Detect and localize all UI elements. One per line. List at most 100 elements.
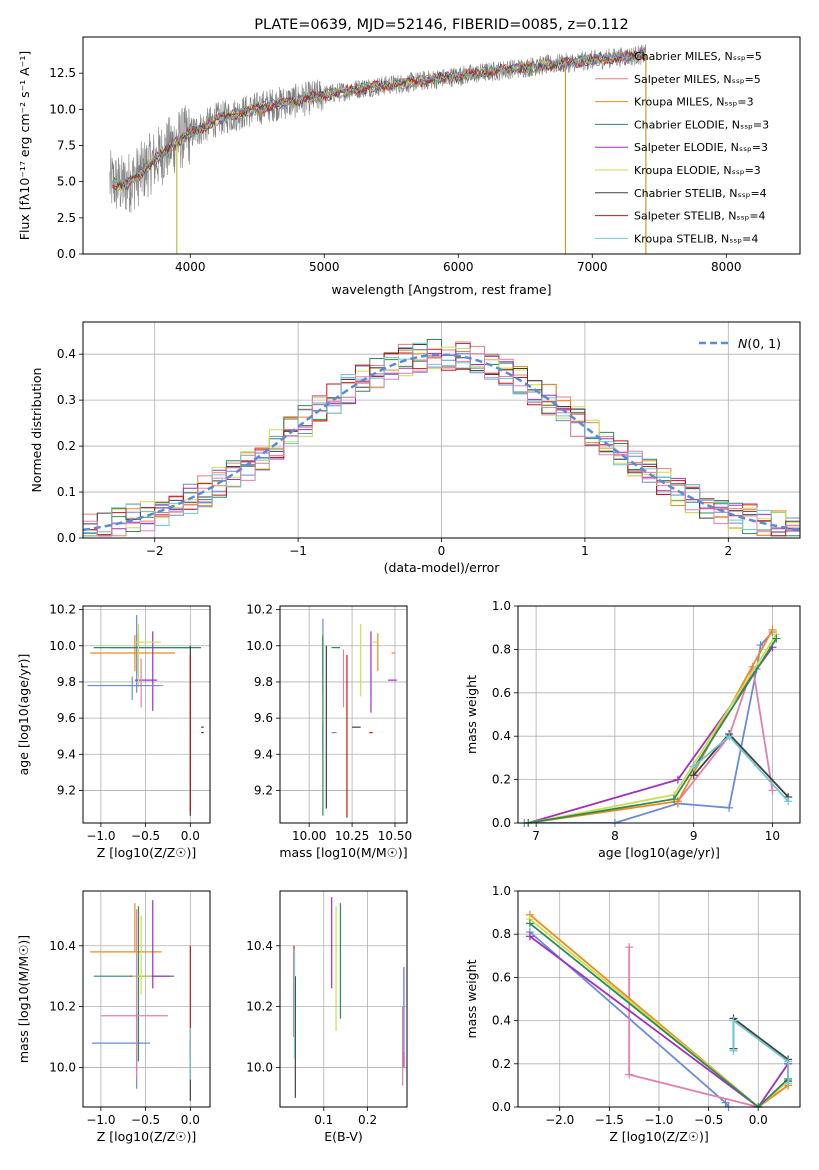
x-tick-label: 10.50 <box>378 829 412 843</box>
y-tick-label: 1.0 <box>492 884 511 898</box>
y-tick-label: 9.2 <box>57 783 76 797</box>
x-tick-label: −1.0 <box>86 829 115 843</box>
y-axis-label: mass weight <box>464 959 479 1038</box>
legend-label: Salpeter MILES, Nₛₛₚ=5 <box>634 73 761 86</box>
y-tick-label: 10.0 <box>49 1060 76 1074</box>
spectrum-title: PLATE=0639, MJD=52146, FIBERID=0085, z=0… <box>254 17 628 33</box>
legend-label: Kroupa STELIB, Nₛₛₚ=4 <box>634 232 758 245</box>
axes-frame <box>517 605 801 824</box>
y-tick-label: 9.2 <box>254 783 273 797</box>
x-axis-label: E(B-V) <box>324 1129 363 1144</box>
y-axis-label: Normed distribution <box>29 368 44 493</box>
y-tick-label: 10.4 <box>49 939 76 953</box>
x-tick-label: 10 <box>765 829 780 843</box>
legend-label: Salpeter ELODIE, Nₛₛₚ=3 <box>634 141 768 154</box>
x-tick-label: 7 <box>532 829 540 843</box>
model-spectrum-8 <box>112 50 646 187</box>
x-tick-label: −0.5 <box>131 1113 160 1127</box>
y-tick-label: 0.2 <box>492 1057 511 1071</box>
axes-frame <box>82 321 801 539</box>
y-tick-label: 10.0 <box>246 1060 273 1074</box>
x-tick-label: −1.0 <box>644 1113 673 1127</box>
x-axis-label: Z [log10(Z/Z☉)] <box>97 1129 197 1144</box>
y-tick-label: 0.1 <box>57 485 76 499</box>
x-tick-label: 0.0 <box>749 1113 768 1127</box>
y-tick-label: 0.4 <box>492 729 511 743</box>
y-tick-label: 9.8 <box>57 675 76 689</box>
axes-frame <box>517 890 801 1108</box>
y-tick-label: 5.0 <box>57 175 76 189</box>
axes-frame <box>82 605 211 824</box>
series-line <box>529 922 789 1107</box>
mass_vs_Z-panel: −1.0 −0.5 0.0 10.0 10.2 10.4 Z [log10(Z/Z☉)] ma… <box>16 890 211 1144</box>
gaussian-curve <box>83 353 800 532</box>
series-line <box>677 666 774 802</box>
x-tick-label: −1.0 <box>86 1113 115 1127</box>
x-axis-label: Z [log10(Z/Z☉)] <box>97 845 197 860</box>
legend-label: Chabrier MILES, Nₛₛₚ=5 <box>634 50 762 63</box>
age_vs_Z-panel: −1.0 −0.5 0.0 9.2 9.4 9.6 9.8 10.0 10.2 Z [log10(… <box>16 603 211 860</box>
y-tick-label: 0.4 <box>57 347 76 361</box>
x-tick-label: 5000 <box>309 260 340 274</box>
x-axis-label: mass [log10(M/M☉)] <box>279 845 407 860</box>
x-tick-label: 0 <box>438 544 446 558</box>
mass_vs_ebv-panel: 0.1 0.2 10.0 10.2 10.4 E(B-V) <box>246 890 408 1144</box>
x-tick-label: −1 <box>289 544 307 558</box>
y-tick-label: 0.8 <box>492 927 511 941</box>
y-tick-label: 0.8 <box>492 642 511 656</box>
y-tick-label: 0.4 <box>492 1014 511 1028</box>
x-tick-label: 0.2 <box>358 1113 377 1127</box>
y-tick-label: 0.2 <box>57 439 76 453</box>
legend-label-gaussian: N(0, 1) <box>738 336 781 351</box>
panels: 4000 5000 6000 7000 80000.02.55.07.510.012.5… <box>16 17 801 1144</box>
age_vs_mass-panel: 10.00 10.25 10.50 9.2 9.4 9.6 9.8 10.0 10.2 mass … <box>246 603 412 860</box>
legend-label: Chabrier ELODIE, Nₛₛₚ=3 <box>634 118 769 131</box>
axes-frame <box>82 890 211 1108</box>
y-axis-label: age [log10(age/yr)] <box>16 654 31 776</box>
series-line <box>732 1018 789 1084</box>
y-tick-label: 10.0 <box>246 639 273 653</box>
x-axis-label: age [log10(age/yr)] <box>598 845 720 860</box>
y-axis-label: mass [log10(M/M☉)] <box>16 935 31 1063</box>
x-tick-label: 1 <box>581 544 589 558</box>
y-tick-label: 0.6 <box>492 686 511 700</box>
legend-label: Chabrier STELIB, Nₛₛₚ=4 <box>634 187 767 200</box>
y-tick-label: 9.6 <box>254 711 273 725</box>
spectrum-panel: 4000 5000 6000 7000 8000 0.0 2.5 5.0 7.5 10.0 12.5… <box>17 17 801 297</box>
y-tick-label: 7.5 <box>57 139 76 153</box>
y-tick-label: 9.4 <box>254 747 273 761</box>
series-line <box>529 935 789 1107</box>
y-tick-label: 10.2 <box>246 603 273 617</box>
y-tick-label: 0.6 <box>492 970 511 984</box>
series-line <box>529 918 789 1107</box>
x-tick-label: 8000 <box>711 260 742 274</box>
x-tick-label: 0.1 <box>314 1113 333 1127</box>
legend-label: Kroupa ELODIE, Nₛₛₚ=3 <box>634 164 761 177</box>
x-axis-label: (data-model)/error <box>384 560 501 575</box>
x-tick-label: 6000 <box>443 260 474 274</box>
axes-frame <box>82 36 801 255</box>
x-tick-label: −0.5 <box>131 829 160 843</box>
x-tick-label: 9 <box>690 829 698 843</box>
y-tick-label: 0.0 <box>492 1100 511 1114</box>
y-tick-label: 10.0 <box>49 102 76 116</box>
model-spectrum-7 <box>112 50 646 189</box>
y-tick-label: 0.0 <box>57 247 76 261</box>
axes-frame <box>279 605 408 824</box>
x-tick-label: 10.00 <box>292 829 326 843</box>
y-tick-label: 9.6 <box>57 711 76 725</box>
y-tick-label: 0.3 <box>57 393 76 407</box>
y-tick-label: 9.8 <box>254 675 273 689</box>
x-tick-label: −0.5 <box>694 1113 723 1127</box>
x-tick-label: 0.0 <box>181 1113 200 1127</box>
y-tick-label: 10.2 <box>246 1000 273 1014</box>
y-tick-label: 10.0 <box>49 639 76 653</box>
x-tick-label: −1.5 <box>595 1113 624 1127</box>
y-tick-label: 10.2 <box>49 1000 76 1014</box>
legend-label: Salpeter STELIB, Nₛₛₚ=4 <box>634 210 766 223</box>
x-tick-label: 7000 <box>577 260 608 274</box>
y-tick-label: 0.0 <box>492 816 511 830</box>
y-tick-label: 9.4 <box>57 747 76 761</box>
y-tick-label: 10.2 <box>49 603 76 617</box>
